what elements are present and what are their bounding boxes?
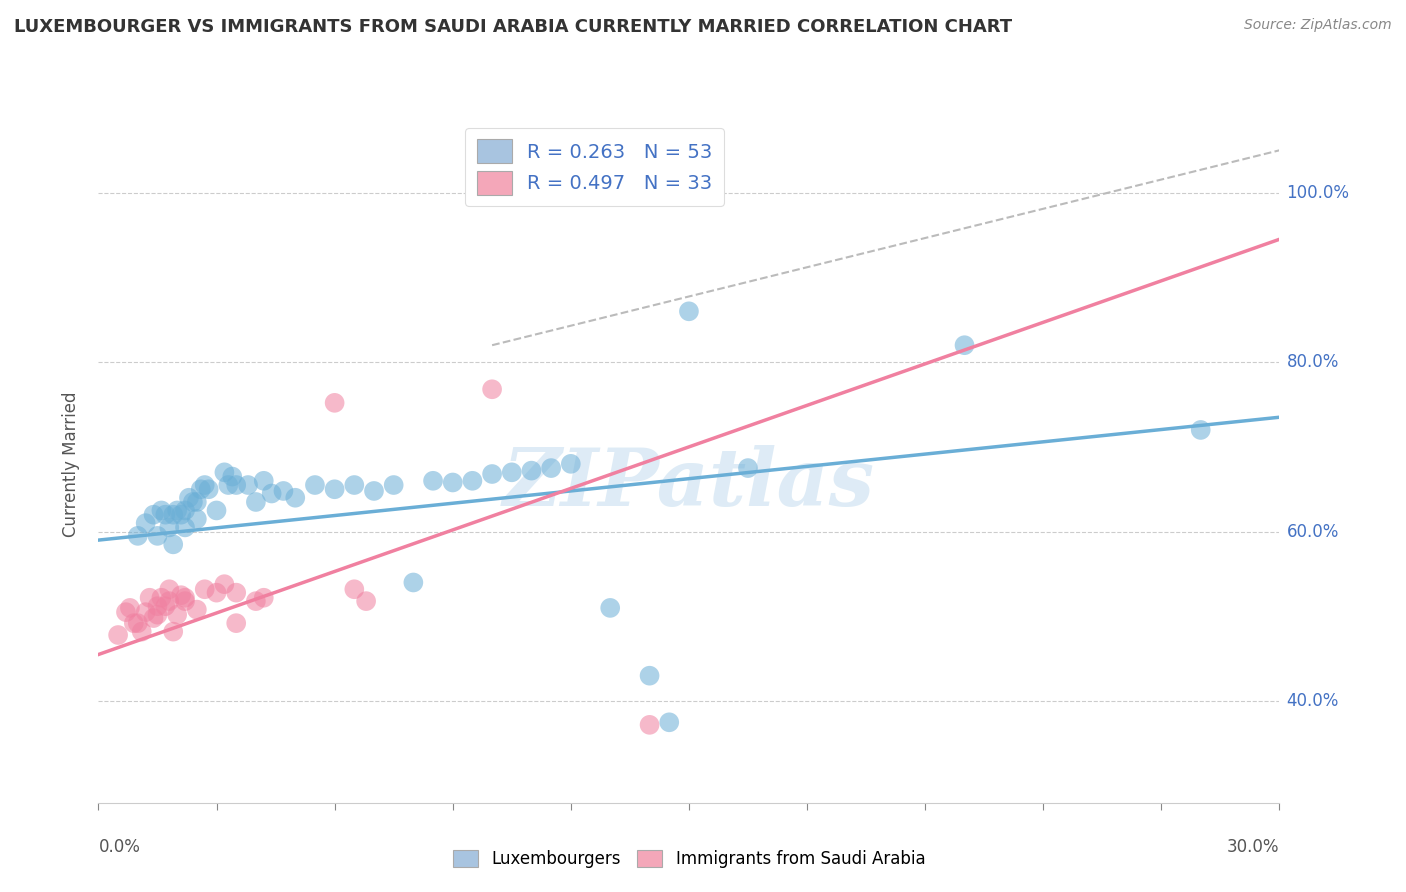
Point <box>540 461 562 475</box>
Point <box>461 474 484 488</box>
Point <box>658 715 681 730</box>
Point <box>127 529 149 543</box>
Point <box>135 605 157 619</box>
Text: 80.0%: 80.0% <box>1286 353 1339 371</box>
Point <box>343 582 366 597</box>
Text: Source: ZipAtlas.com: Source: ZipAtlas.com <box>1244 18 1392 32</box>
Point <box>1189 423 1212 437</box>
Point <box>146 599 169 614</box>
Point <box>236 478 259 492</box>
Point <box>162 537 184 551</box>
Point <box>177 491 200 505</box>
Point <box>953 338 976 352</box>
Point <box>245 594 267 608</box>
Text: 100.0%: 100.0% <box>1286 184 1350 202</box>
Text: ZIPatlas: ZIPatlas <box>503 445 875 523</box>
Point <box>131 624 153 639</box>
Point <box>186 602 208 616</box>
Point <box>157 594 180 608</box>
Point <box>354 594 377 608</box>
Text: LUXEMBOURGER VS IMMIGRANTS FROM SAUDI ARABIA CURRENTLY MARRIED CORRELATION CHART: LUXEMBOURGER VS IMMIGRANTS FROM SAUDI AR… <box>14 18 1012 36</box>
Point <box>150 591 173 605</box>
Point <box>197 482 219 496</box>
Point <box>217 478 239 492</box>
Point <box>304 478 326 492</box>
Point <box>323 482 346 496</box>
Point <box>638 669 661 683</box>
Point <box>560 457 582 471</box>
Point <box>214 466 236 480</box>
Point <box>170 588 193 602</box>
Point <box>481 382 503 396</box>
Point <box>253 474 276 488</box>
Point <box>599 601 621 615</box>
Point <box>717 821 740 835</box>
Point <box>115 605 138 619</box>
Point <box>221 469 243 483</box>
Point <box>520 464 543 478</box>
Point <box>441 475 464 490</box>
Point <box>363 483 385 498</box>
Point <box>260 486 283 500</box>
Point <box>138 591 160 605</box>
Point <box>253 591 276 605</box>
Point <box>323 396 346 410</box>
Point <box>162 508 184 522</box>
Point <box>186 512 208 526</box>
Point <box>157 582 180 597</box>
Point <box>135 516 157 530</box>
Point <box>481 467 503 481</box>
Point <box>737 461 759 475</box>
Point <box>166 503 188 517</box>
Point <box>142 611 165 625</box>
Point <box>127 616 149 631</box>
Point <box>225 478 247 492</box>
Point <box>422 474 444 488</box>
Point <box>155 508 177 522</box>
Point <box>382 478 405 492</box>
Point <box>205 585 228 599</box>
Y-axis label: Currently Married: Currently Married <box>62 391 80 537</box>
Point <box>122 616 145 631</box>
Point <box>170 508 193 522</box>
Legend: Luxembourgers, Immigrants from Saudi Arabia: Luxembourgers, Immigrants from Saudi Ara… <box>446 843 932 875</box>
Point <box>186 495 208 509</box>
Point <box>142 508 165 522</box>
Point <box>174 591 197 605</box>
Point <box>181 495 204 509</box>
Point <box>190 482 212 496</box>
Point <box>402 575 425 590</box>
Point <box>150 503 173 517</box>
Text: 60.0%: 60.0% <box>1286 523 1339 541</box>
Point <box>225 585 247 599</box>
Point <box>225 616 247 631</box>
Text: 40.0%: 40.0% <box>1286 692 1339 710</box>
Point <box>174 520 197 534</box>
Point <box>146 607 169 622</box>
Point <box>194 478 217 492</box>
Point <box>174 594 197 608</box>
Point <box>273 483 295 498</box>
Point <box>174 503 197 517</box>
Point <box>214 577 236 591</box>
Legend: R = 0.263   N = 53, R = 0.497   N = 33: R = 0.263 N = 53, R = 0.497 N = 33 <box>465 128 724 206</box>
Text: 0.0%: 0.0% <box>98 838 141 856</box>
Point <box>501 466 523 480</box>
Text: 30.0%: 30.0% <box>1227 838 1279 856</box>
Point <box>284 491 307 505</box>
Point <box>678 304 700 318</box>
Point <box>157 520 180 534</box>
Point <box>155 599 177 614</box>
Point <box>118 601 141 615</box>
Point <box>146 529 169 543</box>
Point <box>638 718 661 732</box>
Point <box>343 478 366 492</box>
Point <box>194 582 217 597</box>
Point <box>107 628 129 642</box>
Point <box>166 607 188 622</box>
Point <box>245 495 267 509</box>
Point <box>162 624 184 639</box>
Point <box>205 503 228 517</box>
